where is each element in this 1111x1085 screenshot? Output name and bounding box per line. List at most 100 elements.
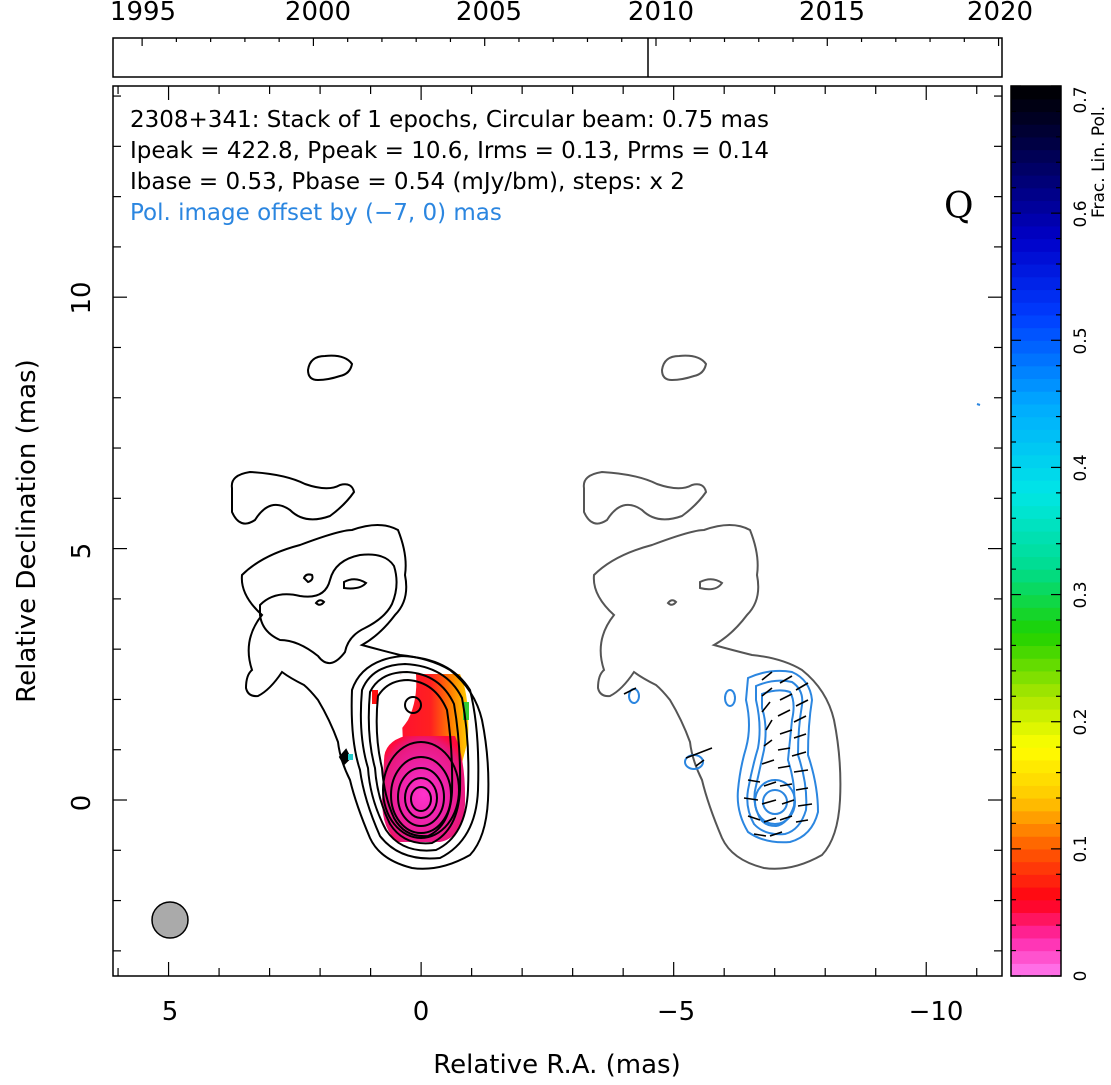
- colorbar-band: [1011, 505, 1061, 519]
- timeline-year-1995: 1995: [110, 0, 176, 27]
- colorbar-band: [1011, 327, 1061, 341]
- colorbar-band: [1011, 518, 1061, 532]
- colorbar-band: [1011, 670, 1061, 685]
- annotation-line-2: Ipeak = 422.8, Ppeak = 10.6, Irms = 0.13…: [130, 138, 769, 164]
- frac-pol-red-pixel: [372, 690, 378, 704]
- colorbar-band: [1011, 798, 1061, 812]
- offset-contour-north: [582, 470, 708, 525]
- colorbar-band: [1011, 238, 1061, 252]
- colorbar-band: [1011, 429, 1061, 443]
- colorbar-band: [1011, 302, 1061, 316]
- colorbar-band: [1011, 187, 1061, 202]
- colorbar-band: [1011, 874, 1061, 888]
- colorbar-band: [1011, 848, 1061, 863]
- axis-ticks: [113, 38, 1002, 976]
- colorbar-band: [1011, 403, 1061, 418]
- colorbar-tick-0.7: 0.7: [1071, 86, 1091, 113]
- colorbar-tick-0.6: 0.6: [1071, 200, 1091, 227]
- colorbar-band: [1011, 86, 1061, 100]
- y-axis-title: Relative Declination (mas): [12, 359, 42, 702]
- colorbar-band: [1011, 492, 1061, 507]
- timeline-year-2020: 2020: [967, 0, 1033, 27]
- colorbar-band: [1011, 620, 1061, 634]
- timeline-year-2000: 2000: [285, 0, 351, 27]
- offset-intensity-contours: [582, 354, 842, 870]
- colorbar-band: [1011, 683, 1061, 697]
- colorbar-band: [1011, 353, 1061, 367]
- contour-core-1: [382, 741, 460, 839]
- contour-blob-top: [306, 354, 354, 382]
- x-tick-label-minus10: −10: [909, 997, 964, 1027]
- colorbar-band: [1011, 899, 1061, 914]
- contour-core-5: [410, 786, 432, 812]
- colorbar-bands: [1011, 86, 1061, 977]
- evpa-vectors: [623, 671, 813, 837]
- colorbar-band: [1011, 98, 1061, 113]
- evpa-ticks: [623, 671, 813, 837]
- colorbar-band: [1011, 149, 1061, 163]
- colorbar-tick-0.4: 0.4: [1071, 454, 1091, 481]
- west-cyan-pixel: [348, 754, 353, 760]
- timeline-year-2005: 2005: [456, 0, 522, 27]
- colorbar-band: [1011, 442, 1061, 456]
- colorbar-tick-0.3: 0.3: [1071, 581, 1091, 608]
- colorbar-band: [1011, 950, 1061, 964]
- colorbar-band: [1011, 925, 1061, 939]
- frac-pol-green-pixel: [463, 702, 469, 720]
- colorbar-band: [1011, 314, 1061, 329]
- colorbar-tick-0.5: 0.5: [1071, 327, 1091, 354]
- offset-contour-top: [660, 354, 708, 382]
- y-tick-label-5: 5: [67, 543, 97, 560]
- colorbar-band: [1011, 416, 1061, 430]
- timeline-ticks: [141, 38, 1000, 46]
- colorbar-label: Frac. Lin. Pol.: [1089, 106, 1109, 218]
- colorbar-band: [1011, 823, 1061, 837]
- offset-contour-outer: [592, 524, 842, 870]
- colorbar-band: [1011, 276, 1061, 291]
- colorbar-band: [1011, 365, 1061, 380]
- header-annotations: 2308+341: Stack of 1 epochs, Circular be…: [130, 107, 974, 227]
- colorbar-band: [1011, 810, 1061, 825]
- contour-jet-inner: [259, 553, 398, 664]
- colorbar-band: [1011, 213, 1061, 227]
- band-label: Q: [944, 186, 974, 227]
- colorbar-band: [1011, 709, 1061, 723]
- timeline-year-2015: 2015: [799, 0, 865, 27]
- colorbar-band: [1011, 531, 1061, 545]
- contour-core-2: [390, 756, 452, 834]
- x-tick-labels: 5 0 −5 −10: [162, 997, 964, 1027]
- colorbar-band: [1011, 264, 1061, 278]
- timeline-frame: [112, 37, 1003, 78]
- colorbar-band: [1011, 391, 1061, 405]
- colorbar-band: [1011, 543, 1061, 558]
- beam-marker: [151, 901, 189, 939]
- y-tick-labels: 0 5 10: [67, 281, 97, 811]
- plot-frame: [112, 85, 1003, 977]
- contour-blob-north: [230, 470, 356, 525]
- total-intensity-contours: [230, 354, 490, 870]
- colorbar-band: [1011, 759, 1061, 774]
- colorbar-tick-0.2: 0.2: [1071, 708, 1091, 735]
- colorbar-band: [1011, 594, 1061, 608]
- pol-contour-core-1: [754, 779, 796, 825]
- colorbar: 0 0.1 0.2 0.3 0.4 0.5 0.6 0.7 Frac. Lin.…: [1010, 85, 1109, 981]
- annotation-line-4: Pol. image offset by (−7, 0) mas: [130, 200, 502, 226]
- contour-level-2: [350, 654, 480, 860]
- colorbar-band: [1011, 887, 1061, 901]
- contour-small-3: [343, 578, 368, 590]
- x-axis-title: Relative R.A. (mas): [433, 1050, 680, 1080]
- offset-contour-small-2: [699, 578, 724, 591]
- colorbar-band: [1011, 480, 1061, 494]
- contour-knot: [404, 696, 422, 714]
- pol-contour-knot-1: [724, 689, 736, 707]
- colorbar-band: [1011, 251, 1061, 265]
- offset-contour-small-1: [666, 599, 678, 606]
- x-tick-label-5: 5: [162, 997, 179, 1027]
- colorbar-band: [1011, 721, 1061, 736]
- colorbar-band: [1011, 963, 1061, 977]
- colorbar-band: [1011, 467, 1061, 481]
- colorbar-band: [1011, 658, 1061, 672]
- pol-intensity-contours: [628, 403, 981, 844]
- pol-contour-edge-dot: [976, 403, 981, 406]
